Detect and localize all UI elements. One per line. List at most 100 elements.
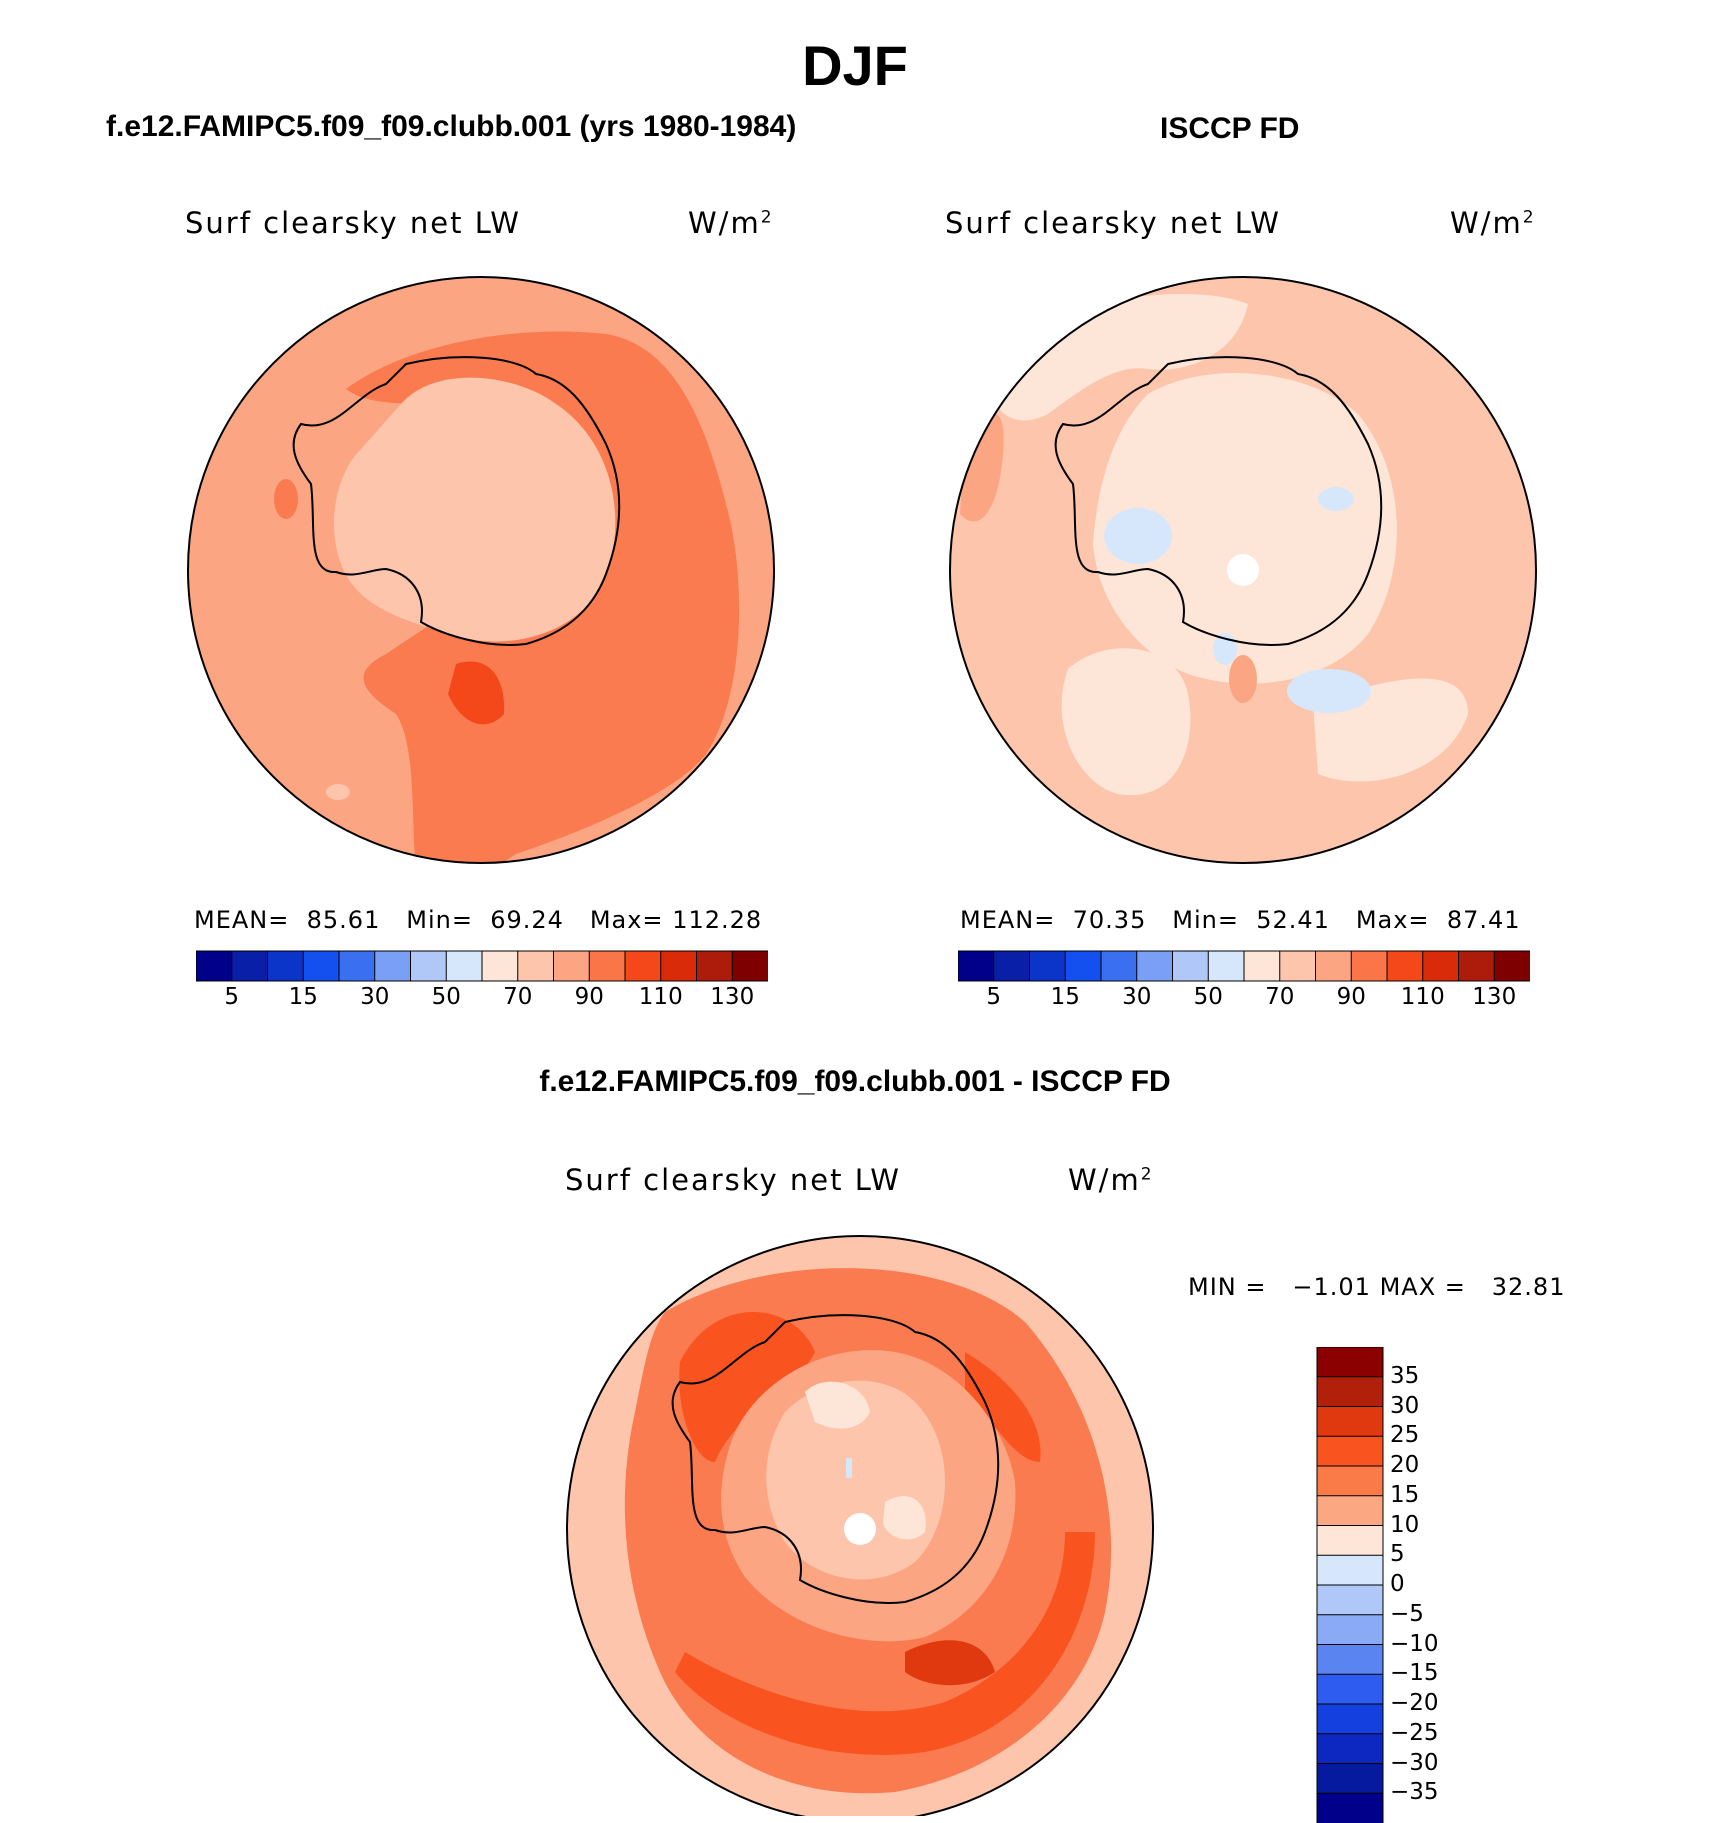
figure-title: DJF — [802, 34, 908, 97]
colorbar-tick-label: −25 — [1390, 1719, 1439, 1746]
colorbar-tick-label: 30 — [1122, 984, 1152, 1010]
colorbar-tick-label: 10 — [1390, 1511, 1420, 1538]
colorbar-tick-label: −5 — [1390, 1600, 1424, 1627]
colorbar-swatch — [267, 950, 305, 982]
colorbar-swatch — [696, 950, 734, 982]
panel-2-high-patch — [960, 413, 1004, 522]
colorbar-tick-label: 15 — [288, 984, 318, 1010]
panel-1-title: f.e12.FAMIPC5.f09_f09.clubb.001 (yrs 198… — [106, 110, 797, 143]
panel-3-high-ring — [675, 1532, 1095, 1755]
panel-1-map-border — [187, 276, 775, 864]
colorbar-swatch — [302, 950, 340, 982]
colorbar-swatch — [1064, 950, 1102, 982]
colorbar-tick-label: 50 — [431, 984, 461, 1010]
colorbar-tick-label: 130 — [1472, 984, 1517, 1010]
colorbar-swatch — [1136, 950, 1174, 982]
colorbar-tick-label: 35 — [1390, 1362, 1420, 1389]
panel-2-units: W/m2 — [1450, 206, 1536, 240]
colorbar-tick-label: 5 — [986, 984, 1002, 1010]
panel-3-negative-patch — [846, 1458, 852, 1478]
panel-1-max-region — [448, 661, 505, 725]
panel-2-stats: MEAN= 70.35 Min= 52.41 Max= 87.41 — [960, 906, 1521, 934]
colorbar-swatch — [731, 950, 768, 982]
panel-2-title: ISCCP FD — [1160, 112, 1300, 145]
panel-3-polar-map — [566, 1235, 1154, 1816]
colorbar-swatch — [1029, 950, 1067, 982]
colorbar-swatch — [958, 950, 995, 982]
colorbar-swatch — [1316, 1554, 1384, 1586]
panel-1-colorbar-ticks: 5 15 30 50 70 90 110 130 — [196, 984, 768, 1014]
colorbar-tick-label: −20 — [1390, 1690, 1439, 1716]
panel-3-colorbar — [1316, 1347, 1384, 1823]
colorbar-swatch — [1422, 950, 1460, 982]
panel-1-colorbar — [196, 950, 768, 982]
colorbar-swatch — [374, 950, 412, 982]
colorbar-swatch — [1316, 1763, 1384, 1795]
colorbar-tick-label: 15 — [1390, 1481, 1420, 1508]
colorbar-swatch — [481, 950, 519, 982]
colorbar-swatch — [410, 950, 448, 982]
panel-3-max-region — [905, 1640, 995, 1686]
panel-1-patch — [326, 784, 350, 800]
panel-3-units: W/m2 — [1068, 1163, 1154, 1197]
panel-2-coastline — [1054, 356, 1383, 646]
colorbar-swatch — [1316, 1347, 1384, 1378]
colorbar-tick-label: 110 — [638, 984, 683, 1010]
colorbar-tick-label: 30 — [360, 984, 390, 1010]
colorbar-swatch — [1316, 1584, 1384, 1616]
panel-3-colorbar-ticks: 35 30 25 20 15 10 5 0 −5 −10 −15 −20 −25… — [1390, 1347, 1470, 1823]
colorbar-swatch — [1316, 1792, 1384, 1823]
panel-3-stats: MIN = −1.01 MAX = 32.81 — [1188, 1273, 1566, 1301]
colorbar-swatch — [1316, 1673, 1384, 1705]
colorbar-tick-label: −15 — [1390, 1660, 1439, 1687]
panel-3-low-patch — [805, 1381, 870, 1429]
colorbar-tick-label: 20 — [1390, 1452, 1420, 1478]
colorbar-tick-label: 5 — [1390, 1541, 1405, 1568]
panel-2-map-border — [949, 276, 1537, 864]
panel-1-patch — [274, 479, 298, 519]
colorbar-swatch — [624, 950, 662, 982]
panel-2-negative-patch — [1104, 508, 1172, 564]
panel-2-colorbar — [958, 950, 1530, 982]
colorbar-swatch — [1316, 1525, 1384, 1557]
colorbar-swatch — [196, 950, 233, 982]
colorbar-tick-label: 25 — [1390, 1422, 1420, 1449]
colorbar-swatch — [1279, 950, 1317, 982]
panel-2-pole-gap — [1227, 554, 1259, 586]
colorbar-tick-label: −35 — [1390, 1779, 1439, 1806]
colorbar-tick-label: 5 — [224, 984, 240, 1010]
panel-3-title: f.e12.FAMIPC5.f09_f09.clubb.001 - ISCCP … — [539, 1065, 1171, 1098]
panel-1-stats: MEAN= 85.61 Min= 69.24 Max= 112.28 — [194, 906, 763, 934]
colorbar-swatch — [231, 950, 269, 982]
panel-3-high-region — [679, 1312, 815, 1462]
colorbar-swatch — [338, 950, 376, 982]
colorbar-swatch — [1316, 1435, 1384, 1467]
panel-2-variable-label: Surf clearsky net LW — [945, 206, 1281, 240]
colorbar-swatch — [1316, 1733, 1384, 1765]
colorbar-swatch — [1350, 950, 1388, 982]
colorbar-tick-label: 70 — [1265, 984, 1295, 1010]
colorbar-tick-label: −10 — [1390, 1630, 1439, 1657]
panel-3-pole-gap — [844, 1513, 876, 1545]
panel-2-high-patch — [1229, 655, 1257, 703]
colorbar-swatch — [1243, 950, 1281, 982]
colorbar-swatch — [553, 950, 591, 982]
panel-3-map-border — [566, 1235, 1154, 1816]
colorbar-swatch — [1316, 1406, 1384, 1438]
panel-1-units: W/m2 — [688, 206, 774, 240]
colorbar-tick-label: 15 — [1050, 984, 1080, 1010]
colorbar-swatch — [1316, 1465, 1384, 1497]
colorbar-swatch — [1458, 950, 1496, 982]
panel-2-polar-map — [949, 276, 1537, 864]
colorbar-swatch — [1316, 1644, 1384, 1676]
colorbar-swatch — [1316, 1376, 1384, 1408]
colorbar-swatch — [445, 950, 483, 982]
colorbar-tick-label: 50 — [1193, 984, 1223, 1010]
panel-2-colorbar-ticks: 5 15 30 50 70 90 110 130 — [958, 984, 1530, 1014]
colorbar-swatch — [1100, 950, 1138, 982]
panel-2-continent-field — [1093, 372, 1397, 684]
panel-2-negative-patch — [1287, 669, 1371, 713]
colorbar-swatch — [1315, 950, 1353, 982]
colorbar-swatch — [1386, 950, 1424, 982]
colorbar-swatch — [1493, 950, 1530, 982]
